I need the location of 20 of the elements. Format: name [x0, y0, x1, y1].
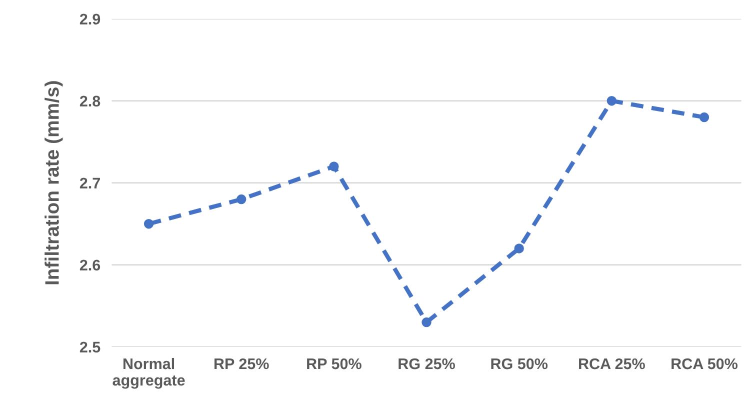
- y-axis-title: Infiltration rate (mm/s): [44, 81, 63, 284]
- point: [144, 218, 154, 229]
- y-tick-label: 2.5: [80, 342, 100, 353]
- x-tick-label: RG 50%: [491, 358, 548, 370]
- point: [606, 96, 617, 106]
- y-tick-label: 2.7: [80, 178, 100, 188]
- point: [236, 194, 246, 204]
- x-tick-label: RP 25%: [214, 358, 269, 370]
- x-tick-label: RG 25%: [398, 358, 455, 370]
- x-tick-label: RCA 25%: [579, 358, 645, 370]
- point: [514, 244, 524, 254]
- point: [422, 317, 432, 328]
- point: [329, 162, 339, 172]
- point: [699, 112, 710, 122]
- y-tick-label: 2.8: [80, 96, 100, 107]
- x-tick-label: Normal aggregate: [112, 358, 185, 389]
- x-tick-label: RCA 50%: [672, 358, 738, 370]
- y-tick-label: 2.9: [80, 14, 100, 25]
- x-tick-label: RP 50%: [307, 358, 362, 370]
- y-tick-label: 2.6: [80, 260, 100, 271]
